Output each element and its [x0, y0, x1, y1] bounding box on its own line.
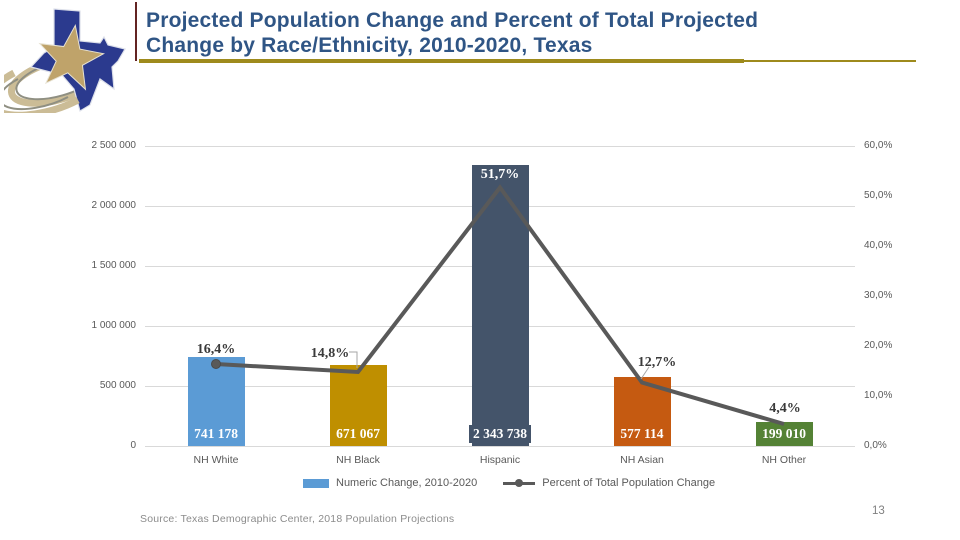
y-axis-tick-label: 2 000 000	[91, 200, 137, 211]
bar-hispanic	[471, 165, 529, 446]
percent-label-nh-white: 16,4%	[196, 342, 236, 357]
bar-value-label-nh-black: 671 067	[332, 425, 384, 443]
legend-line-swatch-icon	[503, 479, 536, 488]
secondary-axis-tick-label: 20,0%	[864, 340, 893, 351]
legend-bar-swatch-icon	[303, 478, 329, 488]
title-underline-thin	[744, 60, 916, 62]
secondary-axis-tick-label: 0,0%	[864, 440, 887, 451]
page-number: 13	[872, 505, 885, 517]
percent-label-hispanic: 51,7%	[480, 167, 520, 182]
bar-value-label-hispanic: 2 343 738	[469, 425, 531, 443]
secondary-axis-tick-label: 40,0%	[864, 240, 893, 251]
percent-label-nh-other: 4,4%	[769, 401, 801, 416]
gridline	[145, 446, 855, 447]
title-accent-line	[135, 2, 137, 61]
bar-value-label-nh-white: 741 178	[190, 425, 242, 443]
category-label-nh-other: NH Other	[761, 454, 807, 466]
secondary-axis-tick-label: 50,0%	[864, 190, 893, 201]
legend-bar-label: Numeric Change, 2010-2020	[336, 477, 478, 489]
percent-label-nh-black: 14,8%	[310, 346, 350, 361]
title-line-2: Change by Race/Ethnicity, 2010-2020, Tex…	[146, 34, 593, 57]
source-note: Source: Texas Demographic Center, 2018 P…	[140, 513, 455, 525]
secondary-axis-tick-label: 60,0%	[864, 140, 893, 151]
page-title: Projected Population Change and Percent …	[146, 8, 946, 58]
category-label-hispanic: Hispanic	[479, 454, 521, 466]
texas-demographic-center-logo-icon	[4, 8, 126, 113]
category-label-nh-white: NH White	[193, 454, 239, 466]
percent-label-nh-asian: 12,7%	[637, 355, 677, 370]
bar-value-label-nh-other: 199 010	[758, 425, 810, 443]
y-axis-tick-label: 2 500 000	[91, 140, 137, 151]
gridline	[145, 146, 855, 147]
y-axis-tick-label: 1 000 000	[91, 320, 137, 331]
secondary-axis-tick-label: 30,0%	[864, 290, 893, 301]
title-underline-thick	[139, 59, 744, 63]
y-axis-tick-label: 1 500 000	[91, 260, 137, 271]
title-line-1: Projected Population Change and Percent …	[146, 9, 759, 32]
y-axis-tick-label: 500 000	[99, 380, 136, 391]
secondary-axis-tick-label: 10,0%	[864, 390, 893, 401]
legend-line-label: Percent of Total Population Change	[542, 477, 716, 489]
bar-value-label-nh-asian: 577 114	[616, 425, 668, 443]
category-label-nh-asian: NH Asian	[620, 454, 664, 466]
y-axis-tick-label: 0	[130, 440, 136, 451]
chart-legend: Numeric Change, 2010-2020 Percent of Tot…	[303, 477, 715, 489]
category-label-nh-black: NH Black	[336, 454, 380, 466]
